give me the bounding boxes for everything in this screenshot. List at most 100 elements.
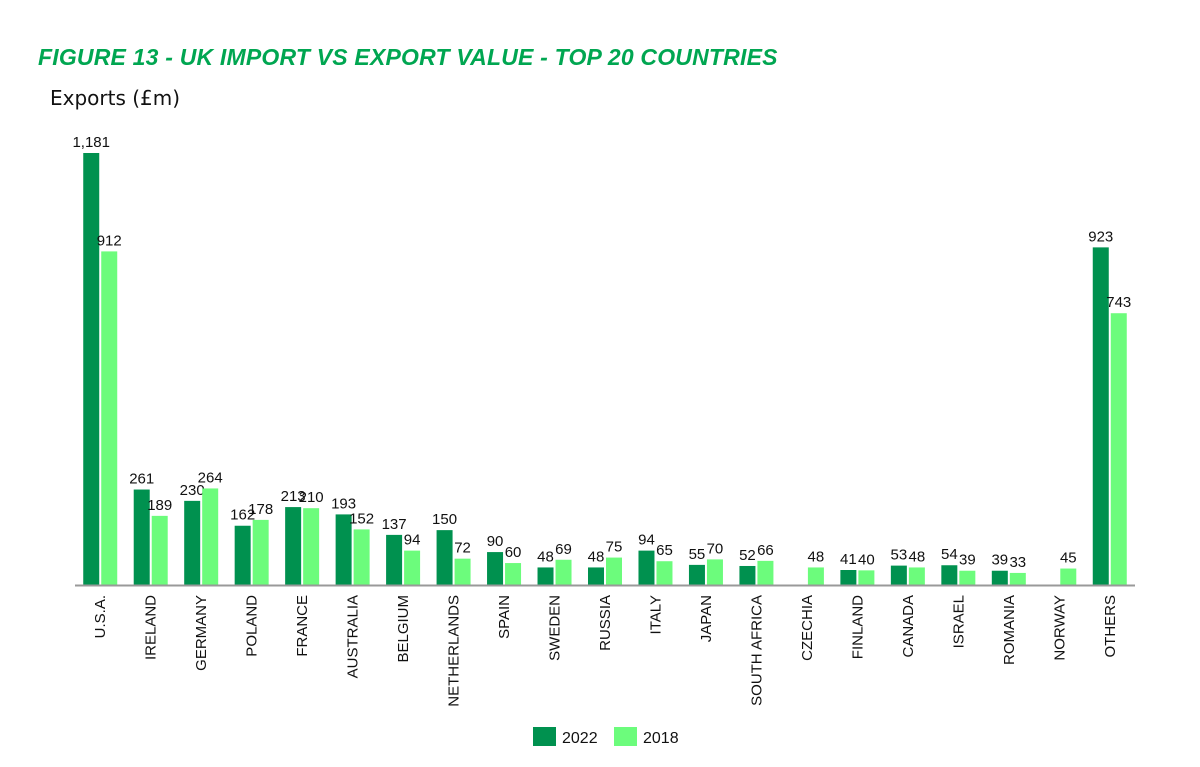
data-label-2018: 69 xyxy=(555,541,572,558)
data-label-2018: 264 xyxy=(198,469,223,486)
y-axis-label: Exports (£m) xyxy=(50,86,181,110)
data-label-2018: 48 xyxy=(808,548,825,565)
data-label-2022: 53 xyxy=(891,547,908,564)
x-tick-label: SWEDEN xyxy=(547,595,564,661)
data-label-2018: 48 xyxy=(909,548,926,565)
bar-2018 xyxy=(1060,568,1077,585)
bar-2022 xyxy=(941,565,958,585)
bar-2022 xyxy=(234,525,251,585)
bar-2022 xyxy=(739,565,756,585)
bar-2018 xyxy=(353,529,370,585)
bar-2022 xyxy=(133,489,150,585)
data-label-2022: 94 xyxy=(638,532,655,549)
x-tick-label: JAPAN xyxy=(698,595,715,642)
data-label-2022: 261 xyxy=(129,471,154,488)
data-label-2018: 94 xyxy=(404,532,421,549)
data-label-2022: 39 xyxy=(991,552,1008,569)
data-label-2018: 45 xyxy=(1060,550,1077,567)
bar-2018 xyxy=(505,563,522,585)
data-label-2022: 54 xyxy=(941,546,958,563)
bar-2018 xyxy=(959,570,976,585)
bar-2022 xyxy=(890,565,907,585)
x-tick-label: CANADA xyxy=(900,595,917,658)
bar-2018 xyxy=(858,570,875,585)
bar-2018 xyxy=(1009,572,1026,585)
data-label-2022: 137 xyxy=(382,516,407,533)
bar-2022 xyxy=(436,530,453,585)
data-label-2018: 33 xyxy=(1009,554,1026,571)
data-label-2018: 743 xyxy=(1106,294,1131,311)
bar-2018 xyxy=(555,559,572,585)
bar-2018 xyxy=(404,550,421,585)
bar-2018 xyxy=(606,557,622,585)
x-tick-label: NORWAY xyxy=(1051,595,1068,661)
x-tick-label: AUSTRALIA xyxy=(345,595,362,678)
x-tick-label: BELGIUM xyxy=(395,595,412,663)
x-tick-label: NETHERLANDS xyxy=(446,595,463,707)
data-label-2018: 178 xyxy=(248,501,273,518)
bar-2018 xyxy=(151,515,168,585)
bar-2022 xyxy=(588,567,604,585)
data-label-2022: 90 xyxy=(487,533,504,550)
legend-swatch-2022 xyxy=(533,727,556,746)
data-label-2018: 39 xyxy=(959,552,976,569)
data-label-2022: 1,181 xyxy=(72,134,110,151)
x-tick-label: FINLAND xyxy=(849,595,866,659)
bar-2022 xyxy=(991,570,1008,585)
bar-2018 xyxy=(807,567,824,585)
data-label-2022: 923 xyxy=(1088,228,1113,245)
bar-2018 xyxy=(454,558,471,585)
x-tick-label: CZECHIA xyxy=(799,595,816,661)
data-label-2018: 72 xyxy=(454,540,471,557)
bar-2022 xyxy=(487,552,504,585)
data-label-2018: 60 xyxy=(505,544,522,561)
bar-2018 xyxy=(303,508,320,585)
data-label-2018: 66 xyxy=(757,542,774,559)
bar-2018 xyxy=(101,251,118,586)
data-label-2022: 55 xyxy=(689,546,706,563)
data-label-2018: 189 xyxy=(147,497,172,514)
bar-2018 xyxy=(656,561,673,585)
data-label-2018: 70 xyxy=(707,540,724,557)
bar-2022 xyxy=(537,567,554,585)
data-label-2022: 213 xyxy=(281,488,306,505)
bar-2018 xyxy=(908,567,925,585)
bar-2018 xyxy=(757,560,774,585)
legend-label-2022: 2022 xyxy=(562,730,598,747)
bar-2022 xyxy=(386,534,403,585)
bar-2018 xyxy=(252,519,269,585)
x-tick-label: OTHERS xyxy=(1102,595,1119,658)
x-tick-label: ITALY xyxy=(647,595,664,634)
bar-2018 xyxy=(706,559,723,585)
data-label-2018: 912 xyxy=(97,232,122,249)
x-tick-label: POLAND xyxy=(244,595,261,657)
data-label-2022: 230 xyxy=(180,482,205,499)
x-tick-label: U.S.A. xyxy=(92,595,109,638)
bar-2022 xyxy=(688,564,705,585)
x-tick-label: ISRAEL xyxy=(950,595,967,648)
data-label-2022: 150 xyxy=(432,511,457,528)
bar-2022 xyxy=(638,550,655,585)
x-tick-label: ROMANIA xyxy=(1001,595,1018,665)
data-label-2018: 152 xyxy=(349,510,374,527)
legend-label-2018: 2018 xyxy=(643,730,679,747)
bar-2022 xyxy=(83,153,100,585)
x-tick-label: FRANCE xyxy=(294,595,311,657)
data-label-2018: 65 xyxy=(656,542,673,559)
data-label-2022: 52 xyxy=(739,547,756,564)
bar-2018 xyxy=(202,488,219,585)
bar-2022 xyxy=(1092,247,1109,585)
data-label-2018: 210 xyxy=(299,489,324,506)
bar-2022 xyxy=(840,570,857,585)
x-tick-label: RUSSIA xyxy=(597,595,614,651)
chart-title: FIGURE 13 - UK IMPORT VS EXPORT VALUE - … xyxy=(38,44,778,70)
bar-2022 xyxy=(285,507,302,585)
data-label-2022: 162 xyxy=(230,507,255,524)
data-label-2022: 193 xyxy=(331,495,356,512)
data-label-2018: 75 xyxy=(606,539,623,556)
bar-2018 xyxy=(1110,313,1127,585)
data-label-2022: 48 xyxy=(537,548,554,565)
data-label-2022: 48 xyxy=(588,548,605,565)
legend-swatch-2018 xyxy=(614,727,637,746)
